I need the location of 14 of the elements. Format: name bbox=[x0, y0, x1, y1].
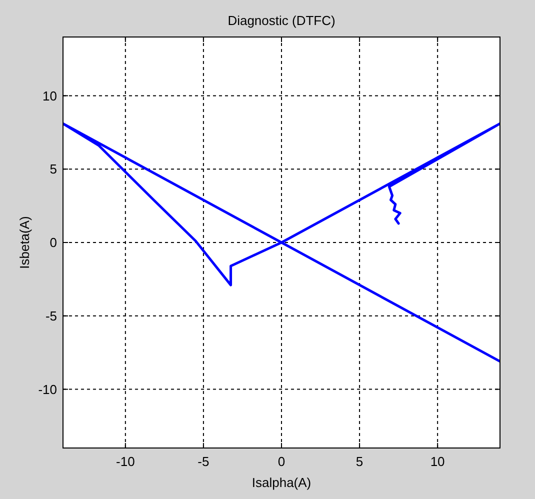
x-tick-label: 5 bbox=[356, 454, 364, 469]
x-tick-label: 0 bbox=[278, 454, 286, 469]
y-axis-title: Isbeta(A) bbox=[17, 216, 32, 269]
x-tick-label: 10 bbox=[430, 454, 445, 469]
y-tick-label: 10 bbox=[42, 88, 57, 104]
y-tick-label: -5 bbox=[45, 308, 57, 324]
x-tick-label: -5 bbox=[198, 454, 210, 469]
line-series bbox=[63, 122, 500, 363]
x-tick-label: -10 bbox=[116, 454, 135, 469]
chart-title: Diagnostic (DTFC) bbox=[228, 13, 336, 28]
y-tick-label: -10 bbox=[38, 382, 57, 397]
y-tick-label: 0 bbox=[50, 235, 57, 250]
x-axis-title: Isalpha(A) bbox=[252, 475, 312, 490]
y-tick-label: 5 bbox=[50, 162, 57, 177]
